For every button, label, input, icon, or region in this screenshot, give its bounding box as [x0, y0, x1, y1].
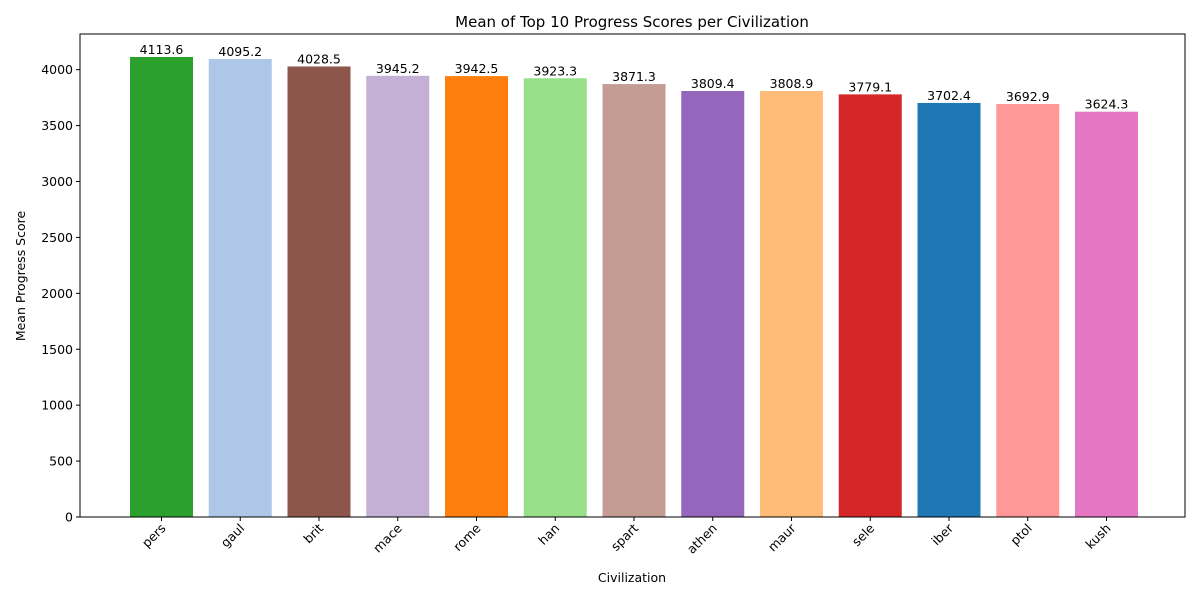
y-tick-label-1000: 1000 [41, 398, 73, 413]
value-label-brit: 4028.5 [297, 51, 341, 66]
bar-rome [445, 76, 508, 517]
value-label-han: 3923.3 [533, 63, 577, 78]
bar-brit [287, 66, 351, 518]
x-tick-label-rome: rome [450, 520, 484, 554]
y-axis: 0 500 1000 1500 2000 2500 3000 3500 4000 [41, 62, 80, 525]
value-label-kush: 3624.3 [1085, 97, 1129, 112]
value-label-spart: 3871.3 [612, 69, 656, 84]
x-tick-label-pers: pers [139, 521, 169, 551]
x-tick-label-mace: mace [370, 520, 405, 555]
bars-group [130, 56, 1138, 518]
y-tick-label-3000: 3000 [41, 174, 73, 189]
bar-gaul [208, 59, 272, 517]
bar-sele [838, 94, 902, 517]
y-tick-label-500: 500 [49, 454, 73, 469]
chart-title: Mean of Top 10 Progress Scores per Civil… [455, 13, 809, 31]
bar-han [523, 78, 587, 517]
bar-kush [1075, 111, 1138, 517]
bar-pers [130, 56, 193, 517]
x-axis: pers gaul brit mace rome han spart athen maur sel… [139, 517, 1114, 557]
x-tick-label-ptol: ptol [1007, 521, 1035, 549]
bar-mace [366, 75, 430, 518]
y-tick-label-3500: 3500 [41, 118, 73, 133]
x-tick-label-gaul: gaul [218, 521, 248, 551]
value-label-gaul: 4095.2 [218, 44, 262, 59]
x-tick-label-kush: kush [1082, 521, 1113, 552]
value-labels-group: 4113.6 4095.2 4028.5 3945.2 3942.5 3923.3 3871… [140, 42, 1129, 112]
bar-iber [917, 102, 981, 518]
x-tick-label-maur: maur [765, 520, 799, 554]
y-tick-label-4000: 4000 [41, 62, 73, 77]
y-tick-label-2500: 2500 [41, 230, 73, 245]
y-axis-label: Mean Progress Score [13, 211, 28, 342]
x-tick-label-spart: spart [608, 520, 641, 553]
bar-athen [681, 90, 745, 517]
y-tick-label-0: 0 [65, 510, 73, 525]
plot-frame [79, 33, 1186, 518]
x-tick-label-han: han [535, 521, 562, 548]
value-label-rome: 3942.5 [455, 61, 499, 76]
x-tick-label-sele: sele [849, 520, 878, 549]
value-label-mace: 3945.2 [376, 61, 420, 76]
value-label-sele: 3779.1 [848, 79, 892, 94]
x-tick-label-iber: iber [928, 520, 956, 548]
value-label-iber: 3702.4 [927, 88, 971, 103]
bar-maur [760, 91, 823, 517]
bar-ptol [996, 104, 1060, 517]
value-label-maur: 3808.9 [770, 76, 814, 91]
value-label-pers: 4113.6 [140, 42, 184, 57]
bar-spart [602, 84, 666, 517]
x-tick-label-brit: brit [300, 520, 326, 546]
x-axis-label: Civilization [598, 570, 666, 585]
x-tick-label-athen: athen [684, 521, 720, 557]
value-label-ptol: 3692.9 [1006, 89, 1050, 104]
y-tick-label-1500: 1500 [41, 342, 73, 357]
y-tick-label-2000: 2000 [41, 286, 73, 301]
value-label-athen: 3809.4 [691, 76, 735, 91]
